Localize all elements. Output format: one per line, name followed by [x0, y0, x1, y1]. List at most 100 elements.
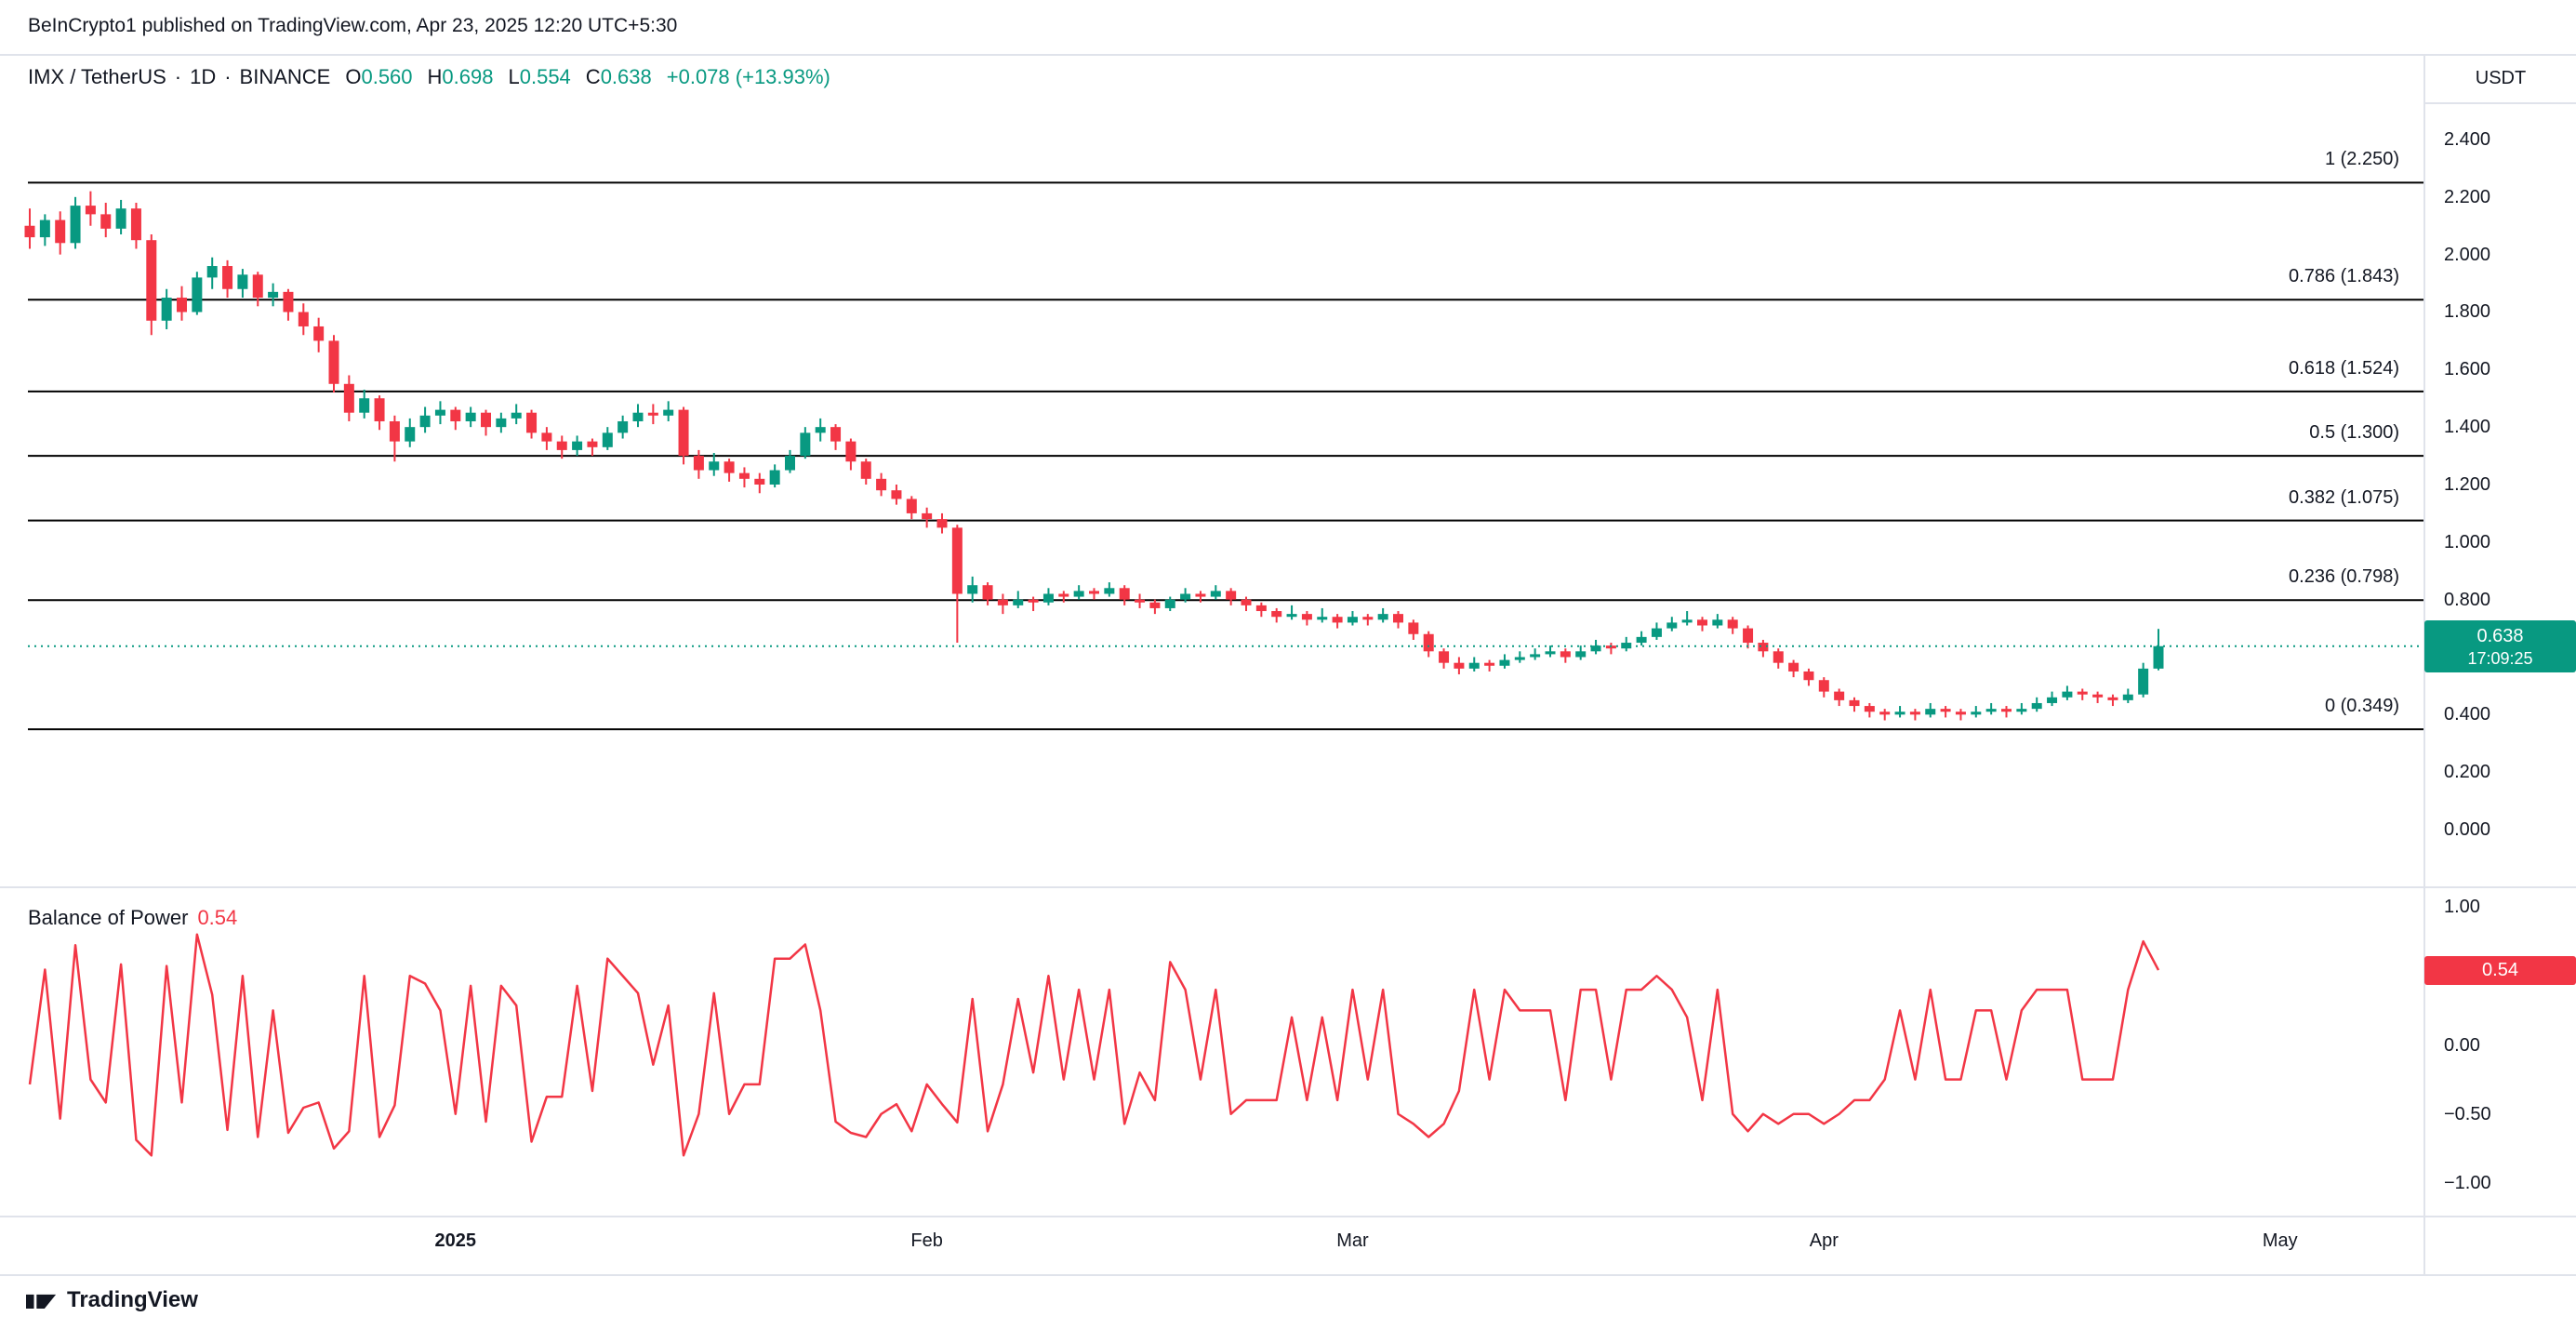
exchange-label[interactable]: BINANCE: [239, 65, 331, 88]
candle-body: [1393, 614, 1403, 623]
footer-divider: [0, 1274, 2576, 1276]
candle-body: [2031, 702, 2042, 710]
candle-body: [1666, 622, 1678, 629]
candle-body: [328, 340, 339, 384]
candle-body: [587, 441, 598, 447]
candle-body: [1834, 691, 1845, 700]
candle-body: [709, 461, 720, 471]
tradingview-brand-text[interactable]: TradingView: [67, 1287, 198, 1312]
candle-body: [693, 456, 704, 471]
candle-body: [450, 409, 461, 421]
candle-body: [1575, 651, 1587, 658]
candle-body: [405, 427, 416, 442]
candle-body: [1271, 611, 1282, 618]
currency-label[interactable]: USDT: [2425, 54, 2576, 104]
candle-body: [1971, 712, 1982, 715]
candle-body: [268, 291, 279, 299]
bop-value-badge: 0.54: [2424, 956, 2576, 986]
indicator-title[interactable]: Balance of Power: [28, 906, 189, 929]
candle-body: [1985, 709, 1997, 712]
candle-body: [1013, 599, 1024, 605]
candle-body: [283, 291, 294, 313]
candle-body: [496, 418, 507, 428]
candle-body: [343, 383, 354, 413]
candle-body: [1226, 591, 1237, 600]
candle-body: [922, 512, 933, 520]
tradingview-logo-icon[interactable]: [26, 1289, 58, 1312]
change-value: +0.078 (+13.93%): [666, 65, 830, 88]
candle-body: [55, 219, 66, 244]
candle-body: [419, 415, 431, 428]
candle-body: [1149, 602, 1161, 608]
candle-body: [2047, 697, 2058, 703]
candle-body: [951, 527, 963, 594]
candle-body: [891, 490, 902, 499]
candle-body: [359, 398, 370, 413]
open-value: 0.560: [361, 65, 413, 88]
candle-body: [769, 470, 780, 485]
close-label: C: [585, 65, 601, 88]
candle-body: [1545, 651, 1556, 655]
low-label: L: [508, 65, 520, 88]
close-value: 0.638: [600, 65, 652, 88]
candle-body: [1773, 651, 1784, 663]
interval-label[interactable]: 1D: [190, 65, 217, 88]
candle-body: [298, 312, 309, 326]
candle-body: [2107, 697, 2118, 700]
indicator-legend[interactable]: Balance of Power 0.54: [28, 906, 237, 930]
symbol-legend[interactable]: IMX / TetherUS · 1D · BINANCE O0.560 H0.698 L0.…: [28, 65, 830, 89]
candle-body: [632, 412, 644, 421]
candle-body: [906, 499, 917, 513]
pane-separator[interactable]: [0, 886, 2576, 888]
candle-body: [389, 420, 400, 442]
candle-body: [1758, 643, 1769, 652]
bar-countdown: 17:09:25: [2467, 648, 2533, 668]
candle-body: [161, 298, 172, 321]
symbol-name[interactable]: IMX / TetherUS: [28, 65, 166, 88]
candle-body: [815, 427, 826, 433]
candle-body: [2092, 694, 2104, 698]
candle-body: [146, 240, 157, 321]
legend-separator: ·: [174, 65, 182, 88]
candle-body: [1180, 593, 1191, 600]
candle-body: [1255, 605, 1267, 612]
candle-body: [130, 208, 141, 241]
candle-body: [237, 274, 248, 289]
candle-body: [876, 478, 887, 491]
candle-body: [1089, 591, 1099, 594]
candle-body: [1317, 617, 1328, 620]
candle-body: [556, 441, 567, 450]
candle-body: [1362, 617, 1374, 620]
candle-body: [1286, 614, 1297, 618]
candle-body: [252, 274, 263, 299]
candle-body: [526, 412, 538, 433]
candle-body: [1135, 599, 1146, 603]
candle-body: [800, 432, 811, 457]
candle-body: [2138, 668, 2149, 695]
candle-body: [1651, 628, 1662, 637]
candle-body: [663, 409, 674, 416]
candle-body: [222, 266, 233, 289]
candle-body: [100, 214, 112, 229]
candle-body: [1940, 709, 1951, 712]
candle-body: [1879, 712, 1891, 715]
candle-body: [1894, 712, 1905, 715]
current-price-badge: 0.638 17:09:25: [2424, 619, 2576, 672]
header-divider: [0, 54, 2576, 56]
candle-body: [39, 219, 50, 238]
candle-body: [967, 585, 978, 594]
candle-body: [1332, 617, 1343, 623]
low-value: 0.554: [519, 65, 571, 88]
indicator-value: 0.54: [197, 906, 238, 929]
candle-body: [177, 298, 187, 313]
candle-body: [1712, 619, 1723, 626]
candle-body: [1803, 671, 1814, 681]
candle-body: [678, 409, 689, 457]
candle-body: [1210, 591, 1221, 597]
candle-body: [845, 441, 856, 462]
candle-body: [1788, 662, 1799, 672]
high-value: 0.698: [442, 65, 494, 88]
candle-body: [2122, 694, 2133, 700]
candle-body: [1073, 591, 1084, 597]
